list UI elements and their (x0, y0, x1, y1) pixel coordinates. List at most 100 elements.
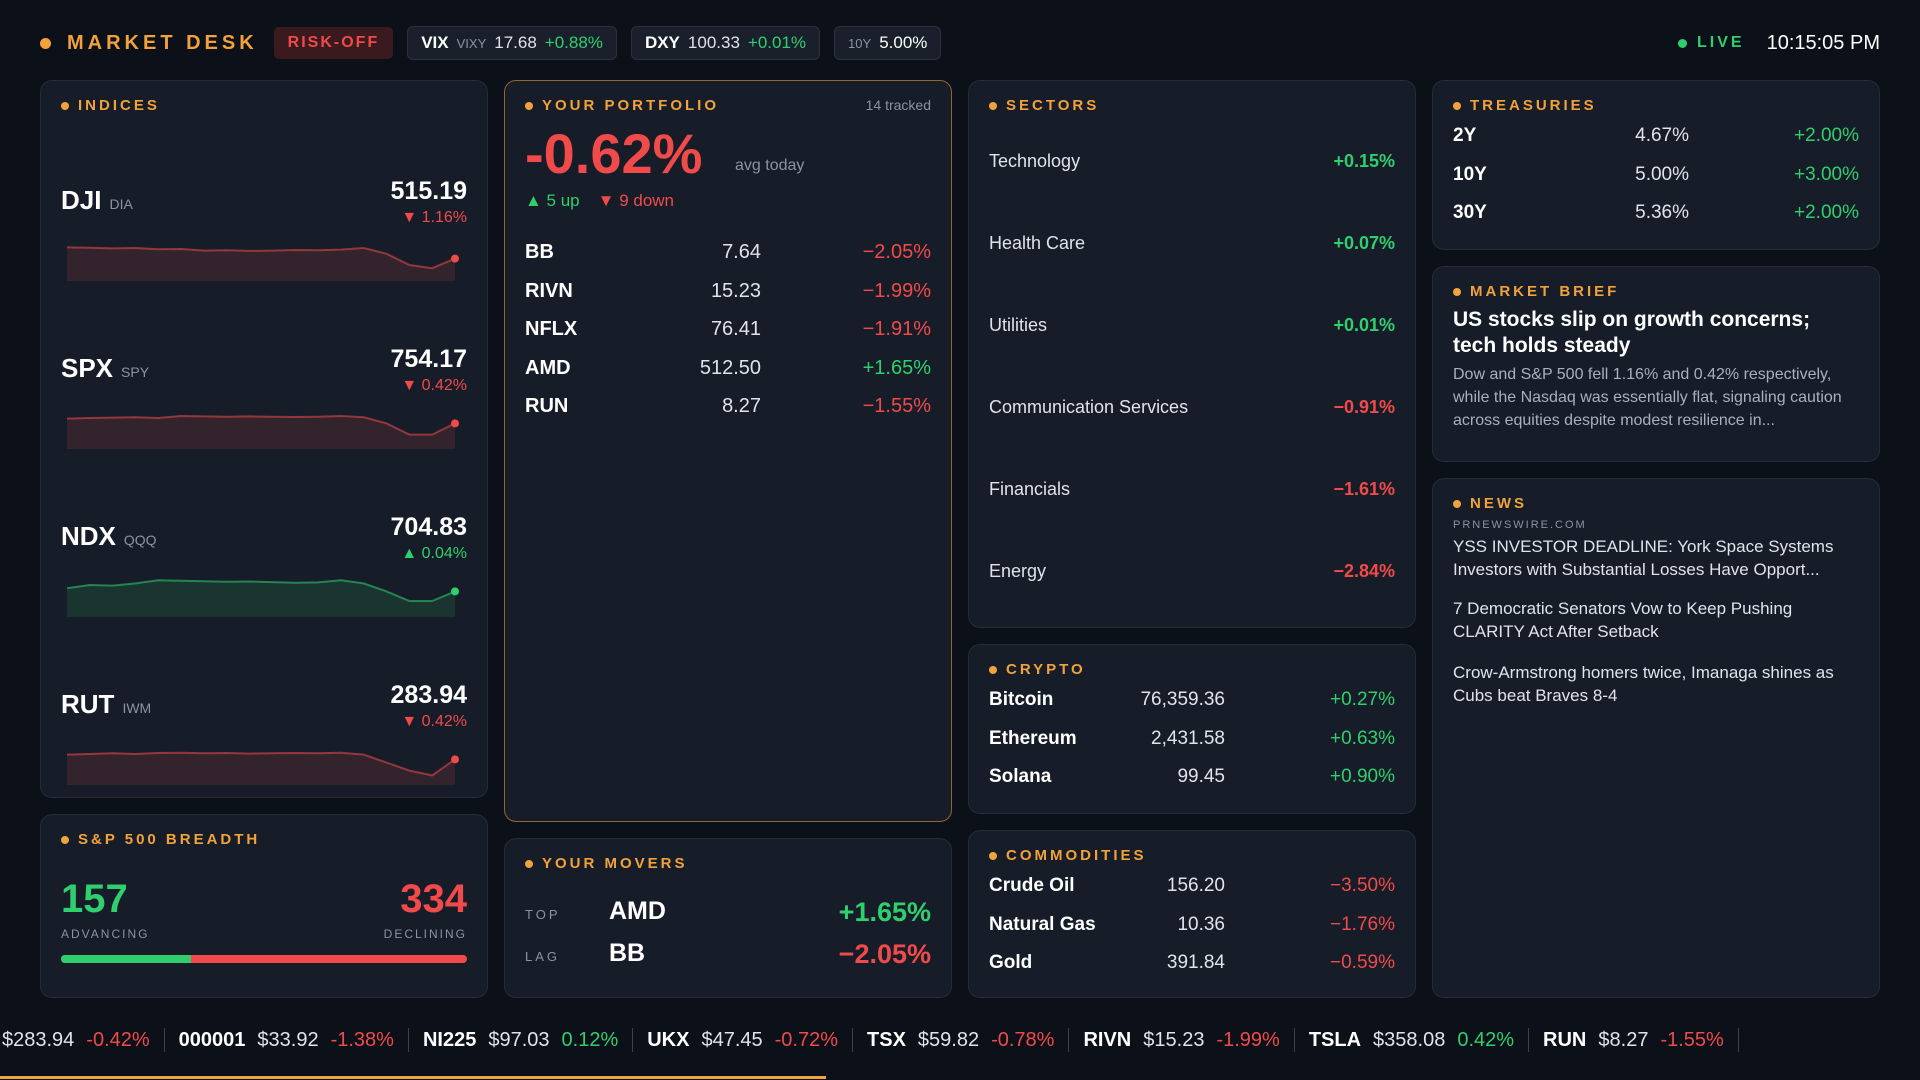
commodity-row[interactable]: Natural Gas 10.36 −1.76% (989, 914, 1395, 942)
lag-change: −2.05% (838, 939, 931, 969)
vix-pill[interactable]: VIX VIXY 17.68 +0.88% (407, 26, 617, 60)
ticker-symbol: NI225 (422, 1028, 477, 1051)
ten-year-pill[interactable]: 10Y 5.00% (834, 26, 942, 60)
index-name: DJI DIA (61, 185, 133, 215)
sparkline-area (67, 580, 455, 617)
index-etf: IWM (122, 700, 152, 716)
movers-panel: YOUR MOVERS TOP AMD +1.65% LAG BB −2.05% (504, 838, 952, 998)
crypto-row-value: 99.45 (1177, 766, 1225, 787)
clock: 10:15:05 PM (1766, 31, 1880, 54)
crypto-row[interactable]: Ethereum 2,431.58 +0.63% (989, 728, 1395, 756)
title-dot-icon (989, 101, 997, 110)
holding-symbol: AMD (525, 356, 571, 379)
sector-change: +0.07% (1333, 233, 1395, 253)
crypto-panel: CRYPTO Bitcoin 76,359.36 +0.27% Ethereum 2,4… (968, 644, 1416, 814)
pill-change: +0.88% (544, 33, 603, 52)
index-price: 283.94 (390, 681, 467, 709)
ticker-price: $8.27 (1598, 1028, 1649, 1051)
sparkline-chart (66, 751, 459, 785)
panel-title: TREASURIES (1453, 97, 1597, 114)
sparkline-chart (66, 246, 459, 281)
holding-change: +1.65% (862, 356, 931, 379)
treasury-row[interactable]: 10Y 5.00% +3.00% (1453, 164, 1859, 192)
ticker-symbol: TSLA (1308, 1028, 1362, 1051)
title-dot-icon (525, 101, 533, 110)
ticker-item[interactable]: 000001 $33.92 -1.38% (165, 1028, 409, 1052)
tracked-count: 14 tracked (865, 97, 931, 113)
ticker-item[interactable]: TSX $59.82 -0.78% (853, 1028, 1070, 1052)
brief-body: Dow and S&P 500 fell 1.16% and 0.42% res… (1453, 366, 1842, 429)
sector-name: Utilities (989, 315, 1048, 335)
news-headline[interactable]: Crow-Armstrong homers twice, Imanaga shi… (1453, 663, 1834, 705)
sparkline-last-point (451, 587, 459, 596)
avg-label: avg today (735, 157, 805, 174)
pill-change: +0.01% (747, 33, 807, 52)
treasury-row-value: 5.36% (1635, 202, 1689, 223)
lag-mover-row[interactable]: LAG BB −2.05% (525, 939, 931, 975)
holding-price: 76.41 (710, 318, 761, 340)
commodity-row[interactable]: Crude Oil 156.20 −3.50% (989, 875, 1395, 903)
index-row[interactable]: RUT IWM 283.94 ▼ 0.42% (61, 655, 467, 785)
treasury-row[interactable]: 30Y 5.36% +2.00% (1453, 202, 1859, 230)
holding-price: 8.27 (722, 395, 761, 417)
panel-title: COMMODITIES (989, 847, 1147, 864)
news-headline[interactable]: YSS INVESTOR DEADLINE: York Space System… (1453, 537, 1834, 579)
sector-change: −1.61% (1333, 479, 1395, 499)
index-row[interactable]: NDX QQQ 704.83 ▲ 0.04% (61, 487, 467, 617)
lag-symbol: BB (609, 939, 646, 967)
ticker-item[interactable]: TSLA $358.08 0.42% (1295, 1028, 1530, 1052)
holding-row[interactable]: BB 7.64 −2.05% (525, 241, 931, 271)
breadth-panel: S&P 500 BREADTH 157 334 ADVANCING DECLIN… (40, 814, 488, 998)
commodity-row[interactable]: Gold 391.84 −0.59% (989, 952, 1395, 980)
ticker-change: 0.12% (561, 1028, 619, 1051)
holding-change: −2.05% (862, 241, 931, 263)
ticker-item[interactable]: NI225 $97.03 0.12% (409, 1028, 634, 1052)
sparkline-area (67, 247, 455, 281)
breadth-bar (61, 955, 467, 963)
treasury-row-name: 10Y (1453, 163, 1487, 185)
crypto-row[interactable]: Bitcoin 76,359.36 +0.27% (989, 689, 1395, 717)
advancing-label: ADVANCING (61, 927, 150, 941)
live-dot-icon (1678, 38, 1688, 48)
sector-name: Communication Services (989, 397, 1189, 417)
pill-value: 17.68 (494, 33, 537, 52)
sector-change: −2.84% (1333, 561, 1395, 581)
holding-change: −1.55% (862, 395, 931, 417)
panel-title: YOUR PORTFOLIO (525, 97, 719, 114)
dxy-pill[interactable]: DXY 100.33 +0.01% (630, 26, 821, 60)
top-mover-row[interactable]: TOP AMD +1.65% (525, 897, 931, 933)
sparkline-last-point (451, 419, 459, 428)
panel-title: SECTORS (989, 97, 1099, 114)
ticker-item[interactable]: UKX $47.45 -0.72% (633, 1028, 854, 1052)
ticker-item[interactable]: RUN $8.27 -1.55% (1529, 1028, 1739, 1052)
crypto-row-change: +0.63% (1330, 727, 1395, 749)
holding-symbol: RIVN (525, 279, 573, 302)
ticker-symbol: 000001 (178, 1028, 246, 1051)
index-change: ▼ 0.42% (401, 377, 467, 394)
sparkline-line (66, 579, 456, 602)
holding-price: 15.23 (710, 279, 761, 302)
ticker-change: -0.72% (774, 1028, 839, 1051)
index-row[interactable]: SPX SPY 754.17 ▼ 0.42% (61, 319, 467, 449)
news-headline[interactable]: 7 Democratic Senators Vow to Keep Pushin… (1453, 599, 1793, 641)
holding-row[interactable]: RUN 8.27 −1.55% (525, 395, 931, 425)
holding-row[interactable]: RIVN 15.23 −1.99% (525, 280, 931, 310)
treasuries-panel: TREASURIES 2Y 4.67% +2.00% 10Y 5.00% +3.00% 30… (1432, 80, 1880, 250)
holding-row[interactable]: NFLX 76.41 −1.91% (525, 318, 931, 348)
portfolio-avg-change: -0.62% (525, 122, 703, 185)
lag-label: LAG (525, 949, 561, 964)
crypto-row[interactable]: Solana 99.45 +0.90% (989, 766, 1395, 794)
index-etf: DIA (109, 196, 133, 212)
brief-headline[interactable]: US stocks slip on growth concerns; tech … (1453, 308, 1811, 357)
ticker-symbol: RUN (1543, 1028, 1587, 1051)
ticker-item[interactable]: RIVN $15.23 -1.99% (1069, 1028, 1295, 1052)
holding-row[interactable]: AMD 512.50 +1.65% (525, 357, 931, 387)
ticker-item[interactable]: $283.94 -0.42% (0, 1028, 165, 1052)
sector-change: +0.15% (1333, 151, 1395, 171)
crypto-row-change: +0.90% (1330, 766, 1395, 787)
commodity-row-value: 156.20 (1166, 875, 1225, 896)
index-row[interactable]: DJI DIA 515.19 ▼ 1.16% (61, 151, 467, 281)
treasury-row-change: +2.00% (1794, 202, 1859, 223)
sparkline-last-point (451, 254, 459, 263)
treasury-row[interactable]: 2Y 4.67% +2.00% (1453, 125, 1859, 153)
